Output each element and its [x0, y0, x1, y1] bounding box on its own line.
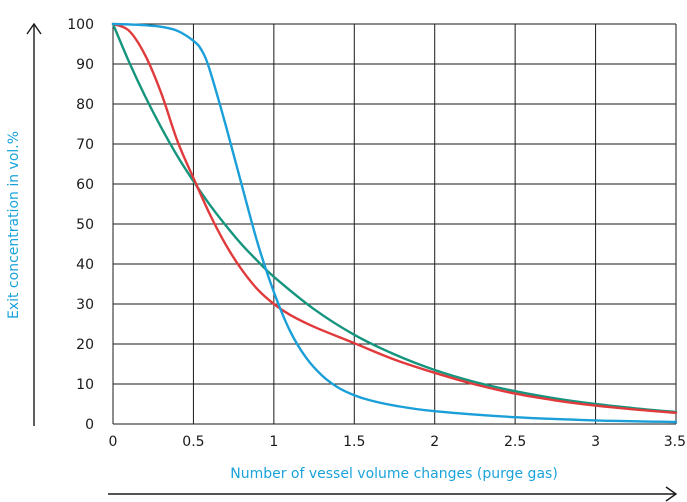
x-tick-label: 0 [109, 434, 118, 450]
grid [112, 23, 677, 425]
x-tick-label: 2.5 [504, 434, 526, 450]
series-line-3 [111, 22, 678, 414]
y-tick-label: 50 [76, 217, 94, 233]
x-axis-label: Number of vessel volume changes (purge g… [230, 466, 558, 482]
y-tick-label: 60 [76, 177, 94, 193]
y-tick-label: 70 [76, 137, 94, 153]
x-tick-label: 0.5 [182, 434, 204, 450]
y-tick-label: 90 [76, 57, 94, 73]
x-tick-label: 1 [269, 434, 278, 450]
y-tick-label: 0 [85, 417, 94, 433]
y-tick-label: 100 [67, 17, 94, 33]
y-axis-arrow [26, 22, 42, 426]
x-tick-label: 2 [430, 434, 439, 450]
tick-labels: 0 10 20 30 40 50 60 70 80 90 100 0 0.5 1 1.5 2 2.5 3 3.5 [67, 17, 686, 450]
x-tick-label: 3 [591, 434, 600, 450]
y-tick-label: 20 [76, 337, 94, 353]
y-tick-label: 40 [76, 257, 94, 273]
y-axis-label: Exit concentration in vol.% [6, 131, 22, 319]
x-axis-arrow [108, 486, 678, 502]
y-tick-label: 80 [76, 97, 94, 113]
y-tick-label: 10 [76, 377, 94, 393]
x-tick-label: 1.5 [343, 434, 365, 450]
series-line-1 [111, 22, 678, 424]
x-tick-label: 3.5 [664, 434, 686, 450]
series-lines [111, 22, 678, 424]
y-tick-label: 30 [76, 297, 94, 313]
